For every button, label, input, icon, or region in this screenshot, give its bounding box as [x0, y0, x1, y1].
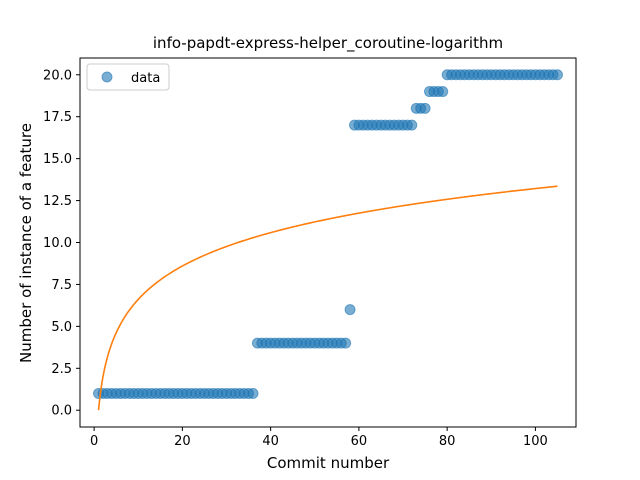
y-tick-label: 17.5: [43, 110, 72, 125]
x-tick-label: 0: [90, 434, 98, 449]
data-point: [344, 304, 356, 316]
y-tick-label: 20.0: [43, 68, 72, 83]
x-axis-label: Commit number: [267, 454, 390, 472]
data-point: [551, 69, 563, 81]
legend-label-data: data: [131, 71, 160, 86]
x-tick-label: 60: [351, 434, 368, 449]
legend-box: [86, 63, 170, 91]
y-tick-label: 7.5: [51, 278, 72, 293]
x-axis-ticks: 0 20 40 60 80 100: [90, 427, 548, 449]
y-axis-ticks: 0.0 2.5 5.0 7.5 10.0 12.5 15.0 17.5 20.0: [43, 68, 80, 419]
plot-area: [93, 69, 563, 411]
legend: data: [86, 63, 170, 91]
data-point: [419, 102, 431, 114]
data-point: [437, 86, 449, 98]
data-point: [247, 387, 259, 399]
fit-curve: [97, 185, 558, 411]
y-tick-label: 15.0: [43, 152, 72, 167]
data-point: [406, 119, 418, 131]
data-point: [340, 337, 352, 349]
y-tick-label: 0.0: [51, 404, 72, 419]
y-axis-label: Number of instance of a feature: [17, 123, 35, 363]
x-tick-label: 80: [439, 434, 456, 449]
y-tick-label: 10.0: [43, 236, 72, 251]
y-tick-label: 2.5: [51, 362, 72, 377]
x-tick-label: 20: [174, 434, 191, 449]
y-tick-label: 12.5: [43, 194, 72, 209]
chart-title: info-papdt-express-helper_coroutine-loga…: [153, 34, 503, 53]
x-tick-label: 100: [523, 434, 548, 449]
legend-marker-data: [101, 71, 113, 83]
x-tick-label: 40: [262, 434, 279, 449]
plot-frame: [79, 57, 577, 428]
y-tick-label: 5.0: [51, 320, 72, 335]
